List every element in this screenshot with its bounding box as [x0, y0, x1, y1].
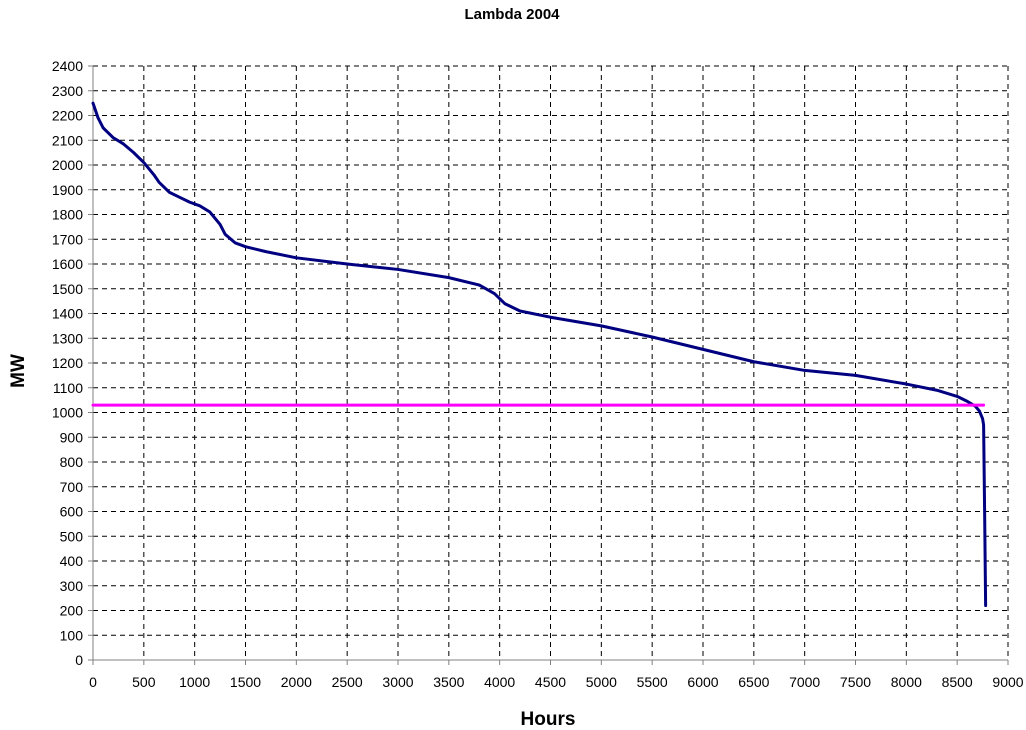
- y-tick-label: 200: [60, 603, 84, 619]
- x-tick-label: 7500: [840, 674, 871, 690]
- y-tick-label: 1300: [52, 330, 83, 346]
- x-tick-label: 500: [132, 674, 156, 690]
- y-tick-label: 1800: [52, 207, 83, 223]
- x-tick-label: 8000: [891, 674, 922, 690]
- y-tick-label: 1400: [52, 306, 83, 322]
- y-axis-title: MW: [8, 354, 29, 388]
- y-tick-label: 500: [60, 528, 84, 544]
- x-tick-label: 5500: [637, 674, 668, 690]
- y-tick-label: 300: [60, 578, 84, 594]
- x-tick-label: 4000: [484, 674, 515, 690]
- y-tick-label: 800: [60, 454, 84, 470]
- y-tick-label: 2100: [52, 132, 83, 148]
- tick-labels: 0 100 200 300 400 500 600 700 800 900 1000 1100 1200…: [52, 58, 1024, 690]
- x-axis-title: Hours: [521, 709, 576, 730]
- x-tick-label: 6000: [687, 674, 718, 690]
- y-tick-label: 2300: [52, 83, 83, 99]
- y-tick-label: 1100: [53, 380, 83, 396]
- y-tick-label: 1700: [52, 231, 83, 247]
- x-tick-label: 4500: [535, 674, 566, 690]
- x-tick-label: 1500: [230, 674, 261, 690]
- x-tick-label: 3500: [433, 674, 464, 690]
- load-duration-curve: [91, 101, 988, 608]
- y-tick-label: 0: [75, 652, 83, 668]
- y-tick-label: 1500: [52, 281, 83, 297]
- y-tick-label: 1000: [52, 405, 83, 421]
- x-tick-label: 9000: [992, 674, 1023, 690]
- x-tick-label: 8500: [942, 674, 973, 690]
- y-tick-label: 100: [60, 627, 84, 643]
- y-tick-label: 1900: [52, 182, 83, 198]
- x-tick-label: 6500: [738, 674, 769, 690]
- x-tick-label: 3000: [382, 674, 413, 690]
- y-tick-label: 900: [60, 429, 84, 445]
- x-tick-label: 7000: [789, 674, 820, 690]
- y-tick-label: 1600: [52, 256, 83, 272]
- y-tick-label: 2400: [52, 58, 83, 74]
- x-tick-label: 0: [89, 674, 97, 690]
- x-tick-label: 2000: [281, 674, 312, 690]
- axes-layer: [88, 65, 1009, 665]
- x-tick-label: 1000: [179, 674, 210, 690]
- y-tick-label: 600: [60, 504, 84, 520]
- y-tick-label: 2000: [52, 157, 83, 173]
- x-tick-label: 2500: [332, 674, 363, 690]
- y-tick-label: 700: [60, 479, 84, 495]
- y-tick-label: 1200: [52, 355, 83, 371]
- chart-title: Lambda 2004: [464, 6, 560, 23]
- series-layer: [91, 101, 988, 608]
- grid-layer: [93, 65, 1009, 660]
- y-tick-label: 400: [60, 553, 84, 569]
- y-tick-label: 2200: [52, 108, 83, 124]
- x-tick-label: 5000: [586, 674, 617, 690]
